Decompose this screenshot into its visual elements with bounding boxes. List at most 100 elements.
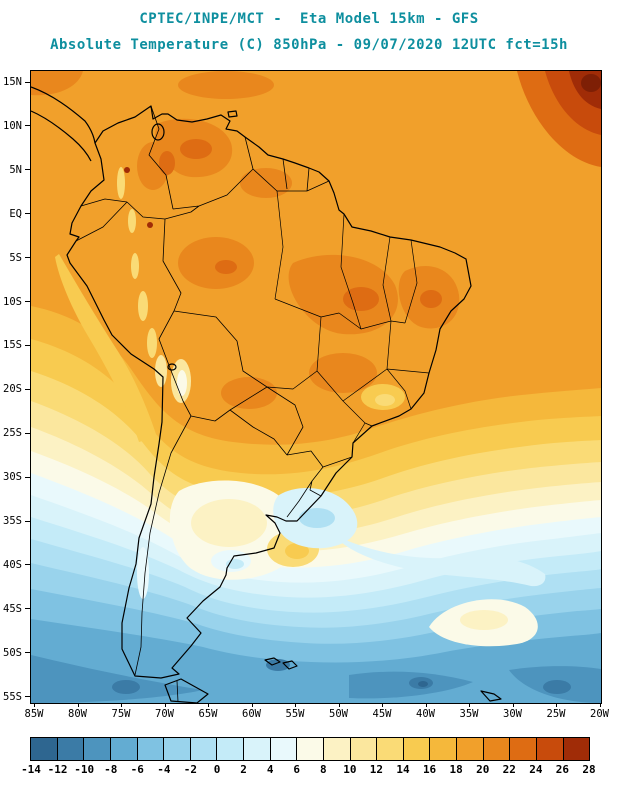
colorbar-cell <box>350 738 378 760</box>
lon-tick-label: 40W <box>416 708 435 720</box>
colorbar-cell <box>536 738 564 760</box>
falkland-islands <box>264 657 298 670</box>
colorbar-cell <box>430 738 457 760</box>
temp-blob <box>137 142 169 190</box>
lat-tick-label: 35S <box>3 515 22 527</box>
colorbar-cell <box>31 738 58 760</box>
lon-tick-label: 80W <box>68 708 87 720</box>
map-frame <box>30 70 602 704</box>
lat-tick-label: 50S <box>3 646 22 659</box>
lat-tick-label: 15N <box>3 76 22 88</box>
colorbar-tick-label: 16 <box>422 763 437 776</box>
lon-tick-label: 45W <box>372 708 392 720</box>
lat-tickmark <box>25 169 30 171</box>
state-borders <box>266 190 430 468</box>
andes-cool-spot <box>155 355 167 387</box>
lon-tickmark <box>295 703 296 707</box>
temp-blob <box>221 377 277 409</box>
colorbar-tick-label: -4 <box>157 763 171 776</box>
lat-tickmark <box>25 520 30 522</box>
latitude-axis: 15N 10N 5N EQ 5S 10S 15S 20S 25S 30S 35S 40S 45S 50S 5… <box>0 70 30 703</box>
figure-titles: CPTEC/INPE/MCT - Eta Model 15km - GFS Ab… <box>0 6 618 58</box>
lon-tickmark <box>425 703 427 707</box>
colorbar-cell <box>137 738 165 760</box>
colorbar-tick-label: 0 <box>213 763 221 776</box>
colorbar-cell <box>57 738 85 760</box>
lat-tick-label: 45S <box>3 602 22 615</box>
colorbar-tick-label: 18 <box>449 763 463 776</box>
lat-tick-label: 20S <box>3 383 22 396</box>
colorbar-cell <box>377 738 404 760</box>
colorbar-tick-label: 14 <box>396 763 410 776</box>
lon-tickmark <box>512 703 514 707</box>
lat-tick-label: 15S <box>3 339 22 352</box>
lat-tick-label: 10N <box>3 119 22 132</box>
lon-tick-label: 55W <box>285 708 305 720</box>
colorbar-cell <box>190 738 218 760</box>
colorbar-cell <box>297 738 324 760</box>
lat-tick-label: EQ <box>9 207 22 220</box>
colorbar-tick-label: -2 <box>183 763 198 776</box>
colorbar-tick-label: -10 <box>74 763 95 776</box>
lon-tick-label: 35W <box>459 708 479 720</box>
south-georgia-island <box>480 690 502 702</box>
lat-tick-label: 40S <box>3 558 22 571</box>
lon-tick-label: 25W <box>546 708 566 720</box>
temp-blob <box>178 71 274 99</box>
temp-blob <box>180 139 212 159</box>
lat-tickmark <box>25 213 30 215</box>
title-line-2: Absolute Temperature (C) 850hPa - 09/07/… <box>50 37 568 53</box>
altiplano-cool <box>177 370 187 396</box>
lat-tickmark <box>25 608 30 610</box>
temp-blob <box>240 168 292 198</box>
lat-tick-label: 25S <box>3 427 22 440</box>
cold-spot <box>266 659 290 671</box>
colorbar-tick-label: 6 <box>293 763 301 776</box>
lat-tickmark <box>25 564 30 566</box>
lon-tickmark <box>121 703 122 707</box>
colorbar-tick-label: -14 <box>21 763 41 776</box>
lat-tickmark <box>25 257 30 259</box>
temp-blob <box>215 260 237 274</box>
temperature-map-svg <box>31 71 601 703</box>
colorbar-tick-label: 12 <box>369 763 384 776</box>
front-band <box>341 539 546 587</box>
valley-hot-spot <box>124 167 130 173</box>
andes-cool-spot <box>137 547 149 599</box>
atlantic-warm-swirl <box>460 610 508 630</box>
colorbar-tick-label: 2 <box>240 763 247 776</box>
colorbar-cell <box>270 738 298 760</box>
colorbar-cell <box>403 738 431 760</box>
lat-tick-label: 5S <box>9 251 22 264</box>
lat-tickmark <box>25 344 30 346</box>
colorbar-cell <box>164 738 191 760</box>
lon-tickmark <box>556 703 557 707</box>
temp-blob <box>288 254 398 335</box>
se-brazil-cool <box>375 394 395 406</box>
lake-maracaibo <box>151 123 165 141</box>
lat-tickmark <box>25 432 30 434</box>
lon-tickmark <box>382 703 383 707</box>
colorbar-cell <box>323 738 351 760</box>
lon-tickmark <box>208 703 209 707</box>
lake-titicaca <box>167 363 177 371</box>
colorbar-tick-label: 4 <box>266 763 274 776</box>
lon-tick-label: 60W <box>242 708 261 720</box>
lon-tick-label: 65W <box>198 708 218 720</box>
colorbar-cell <box>84 738 111 760</box>
cold-spot <box>543 680 571 694</box>
colorbar-tick-label: -12 <box>47 763 68 776</box>
colorbar-cell <box>244 738 271 760</box>
lon-tickmark <box>164 703 166 707</box>
title-line-1: CPTEC/INPE/MCT - Eta Model 15km - GFS <box>139 11 479 27</box>
temperature-field <box>31 71 601 703</box>
cold-spot <box>112 680 140 694</box>
andes-cool-spot <box>138 291 148 321</box>
lat-tickmark <box>25 652 30 654</box>
colorbar-tick-label: 24 <box>529 763 543 776</box>
colorbar-tick-label: 26 <box>555 763 570 776</box>
colorbar-tick-label: 10 <box>343 763 357 776</box>
lat-tickmark <box>25 125 30 127</box>
lon-tickmark <box>469 703 470 707</box>
colorbar-tick-label: -6 <box>130 763 144 776</box>
